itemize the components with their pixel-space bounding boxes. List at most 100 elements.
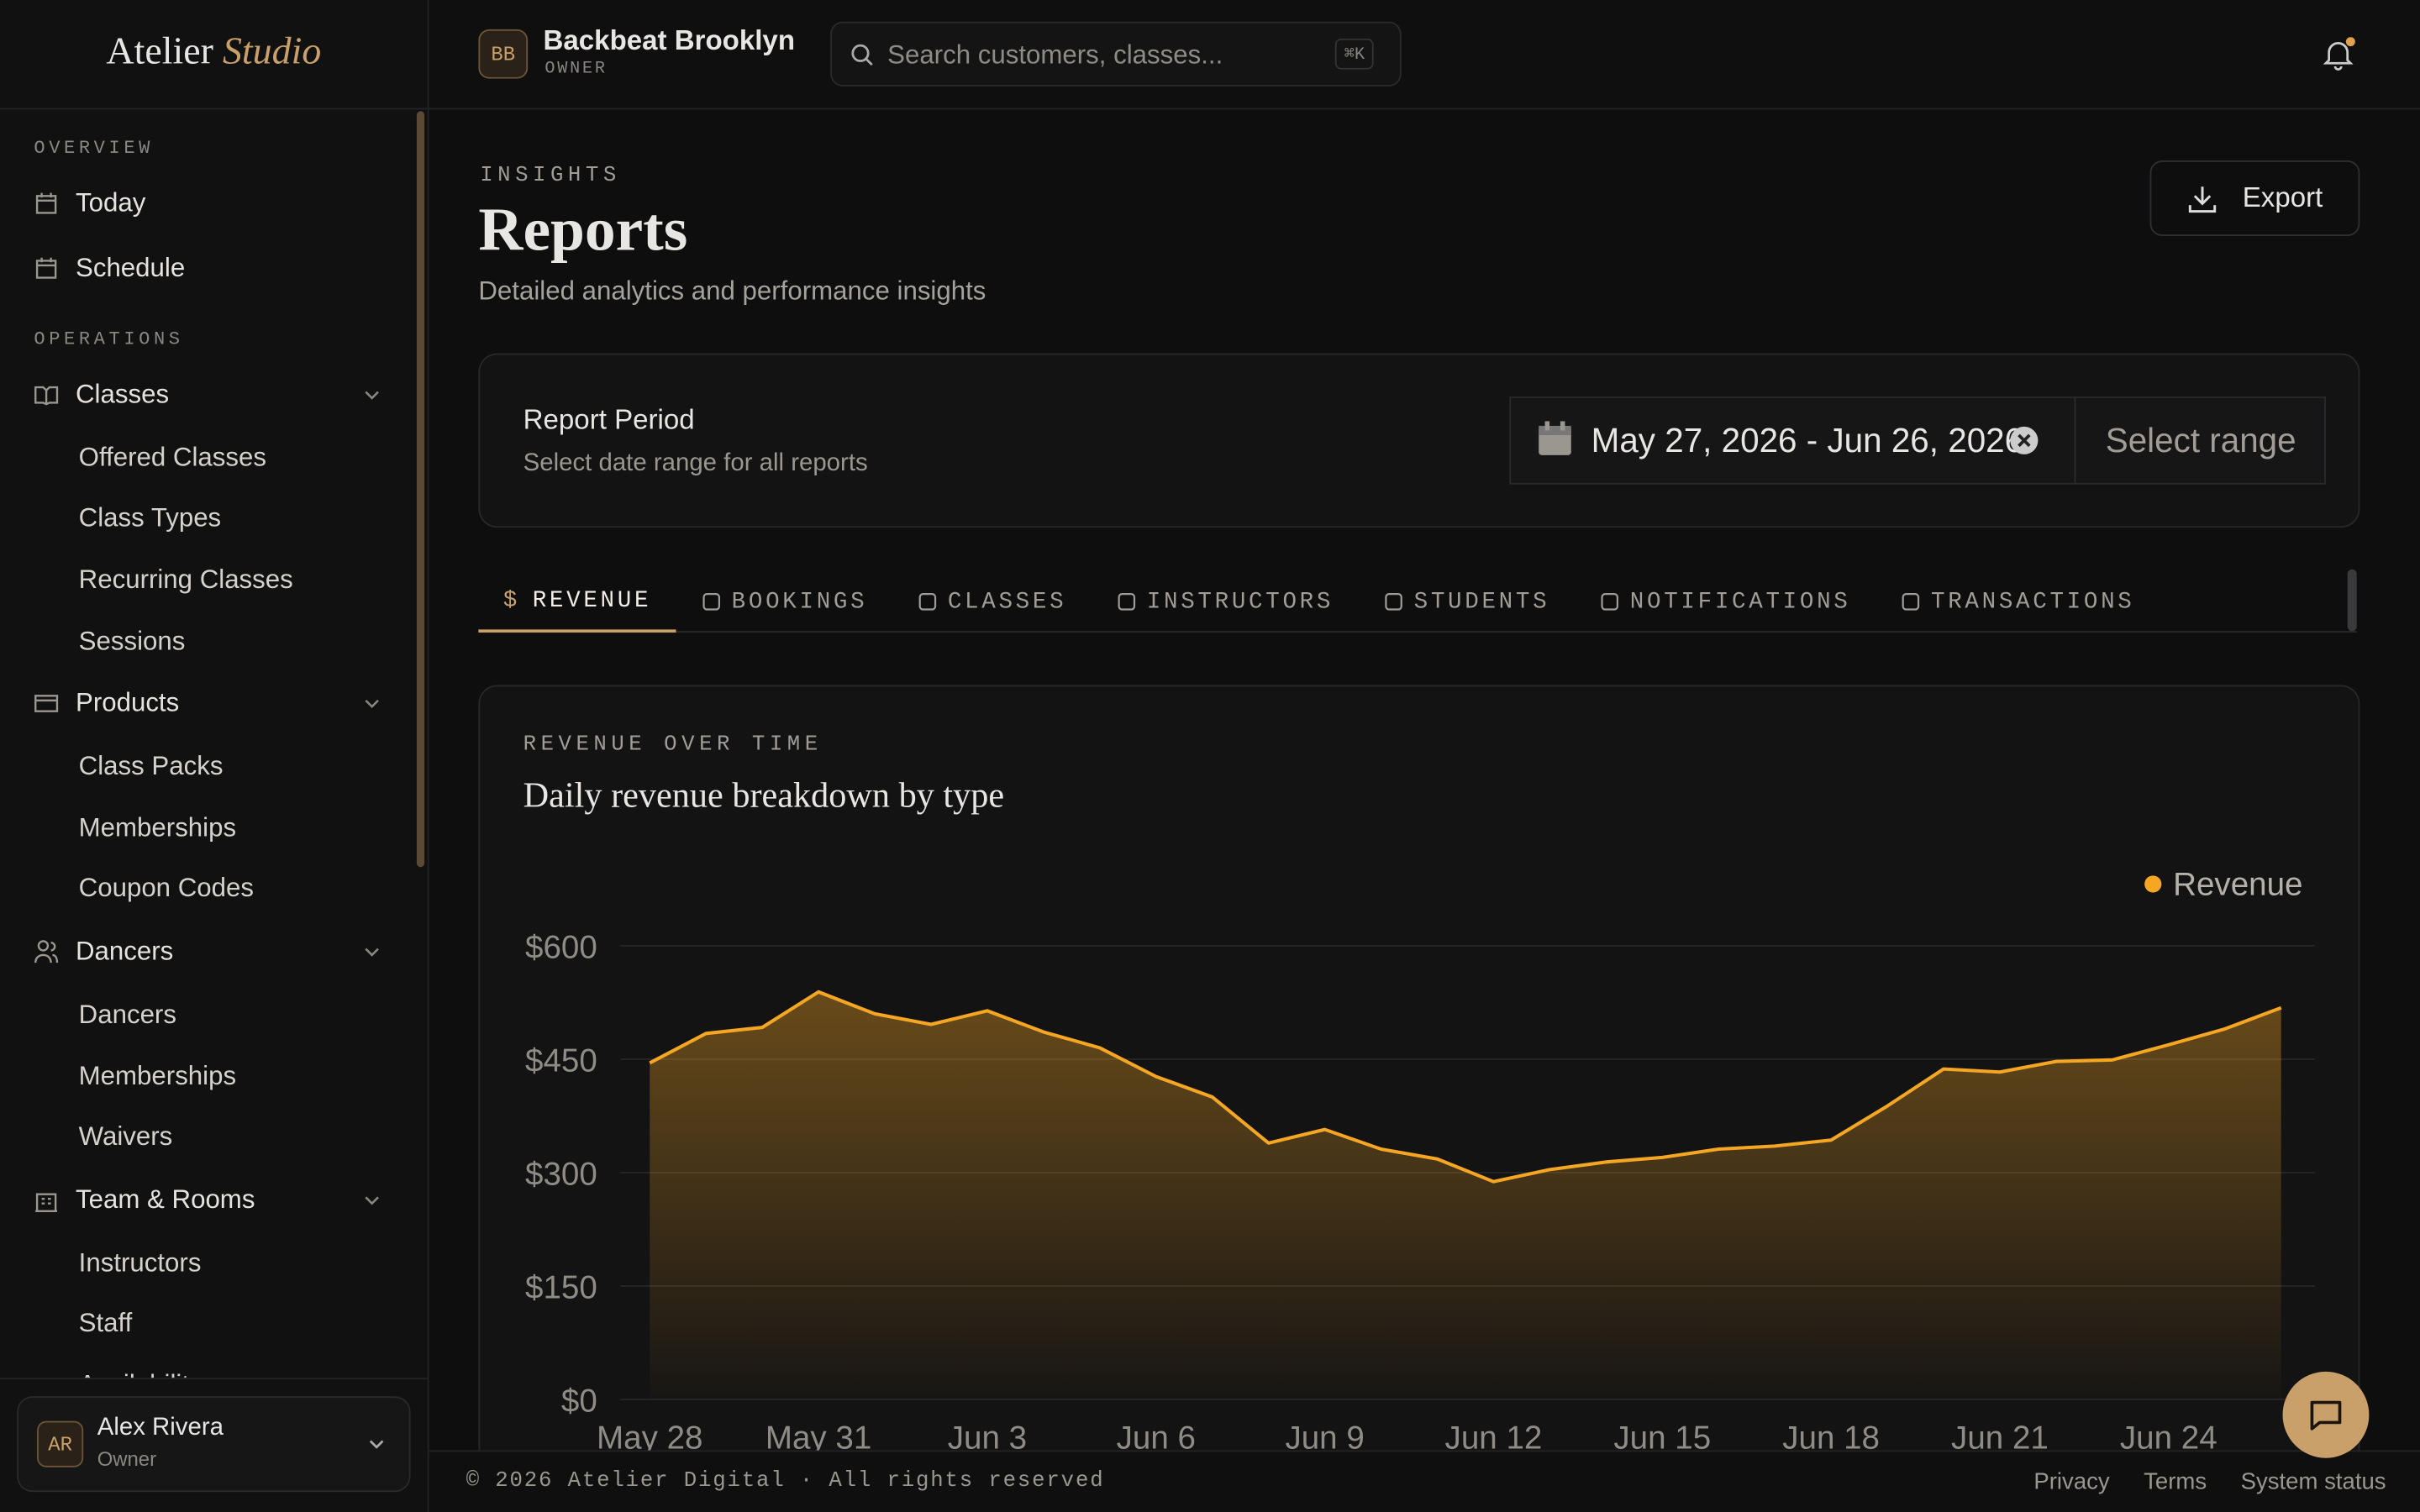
x-tick-label: Jun 12 bbox=[1445, 1420, 1543, 1451]
nav-subitem[interactable]: Memberships bbox=[78, 1060, 237, 1090]
tab-icon bbox=[1385, 593, 1403, 611]
nav-subitem[interactable]: Coupon Codes bbox=[78, 874, 254, 904]
tab[interactable]: $ REVENUE bbox=[478, 572, 676, 633]
x-tick-label: Jun 3 bbox=[948, 1420, 1027, 1451]
x-tick-label: Jun 15 bbox=[1613, 1420, 1711, 1451]
legend-swatch bbox=[2144, 875, 2162, 893]
date-range[interactable]: May 27, 2026 - Jun 26, 2026 Select range bbox=[1509, 396, 2326, 485]
nav-subitem[interactable]: Staff bbox=[78, 1309, 133, 1339]
page-title: Reports bbox=[478, 194, 688, 265]
tab-icon bbox=[1118, 593, 1136, 611]
x-tick-label: Jun 18 bbox=[1782, 1420, 1880, 1451]
chat-button[interactable] bbox=[2282, 1371, 2370, 1458]
nav-item[interactable]: Schedule bbox=[0, 236, 413, 301]
nav-heading: OPERATIONS bbox=[34, 328, 184, 350]
footer-link[interactable]: Terms bbox=[2144, 1468, 2207, 1495]
nav-subitem[interactable]: Recurring Classes bbox=[78, 564, 293, 595]
chevron-path bbox=[365, 1196, 379, 1205]
tab[interactable]: CLASSES bbox=[917, 589, 1066, 615]
chevron-path bbox=[365, 948, 379, 958]
nav-label: Team & Rooms bbox=[76, 1184, 255, 1215]
brand: Atelier Studio bbox=[0, 31, 428, 74]
footer-links: Privacy Terms System status bbox=[2033, 1469, 2420, 1495]
download-icon bbox=[2188, 186, 2217, 213]
tab-label: REVENUE bbox=[532, 586, 652, 614]
nav-item[interactable]: Team & Rooms bbox=[0, 1168, 413, 1232]
line bbox=[649, 990, 2282, 1184]
studio-role: OWNER bbox=[544, 60, 608, 79]
export-button[interactable]: Export bbox=[2149, 160, 2360, 237]
date-range-text: May 27, 2026 - Jun 26, 2026 bbox=[1591, 421, 2024, 460]
tab-label: CLASSES bbox=[947, 588, 1067, 615]
icon bbox=[34, 386, 59, 406]
x-tick-label: Jun 9 bbox=[1285, 1420, 1364, 1451]
icon bbox=[35, 257, 57, 279]
nav-item[interactable]: Today bbox=[0, 171, 413, 236]
nav-item[interactable]: Classes bbox=[0, 363, 413, 428]
tab[interactable]: TRANSACTIONS bbox=[1900, 589, 2134, 615]
tabs: $ REVENUE BOOKINGS CLASSES INSTRUCTORS STUDEN… bbox=[478, 572, 2357, 633]
nav-subitem[interactable]: Memberships bbox=[78, 812, 237, 843]
nav-item[interactable]: Products bbox=[0, 672, 413, 737]
tab-label: TRANSACTIONS bbox=[1931, 588, 2135, 615]
tab[interactable]: BOOKINGS bbox=[701, 589, 867, 615]
chevron bbox=[365, 700, 379, 709]
x-tick-label: Jun 21 bbox=[1951, 1420, 2049, 1451]
nav-subitem[interactable]: Waivers bbox=[78, 1121, 173, 1152]
notifications[interactable] bbox=[2321, 37, 2355, 71]
select-range[interactable]: Select range bbox=[2074, 397, 2326, 483]
shortcut: ⌘K bbox=[1334, 38, 1375, 70]
icon-path bbox=[34, 695, 59, 713]
tab[interactable]: NOTIFICATIONS bbox=[1599, 589, 1850, 615]
nav-subitem[interactable]: Offered Classes bbox=[78, 442, 266, 472]
footer-link[interactable]: System status bbox=[2240, 1468, 2386, 1495]
nav-subitem[interactable]: Availability bbox=[0, 1355, 413, 1378]
nav-subitem[interactable]: Class Types bbox=[78, 503, 222, 533]
y-tick-label: $150 bbox=[525, 1270, 597, 1306]
x-tick-label: May 31 bbox=[765, 1420, 871, 1451]
nav-subitem[interactable]: Class Packs bbox=[78, 751, 224, 781]
search[interactable]: Search customers, classes... ⌘K bbox=[830, 21, 1402, 87]
nav-label: Dancers bbox=[76, 937, 174, 967]
icon-path bbox=[35, 257, 57, 279]
copyright: © 2026 Atelier Digital · All rights rese… bbox=[466, 1468, 1105, 1494]
eyebrow: INSIGHTS bbox=[480, 163, 621, 189]
chat-icon bbox=[2310, 1400, 2342, 1431]
clear-button[interactable] bbox=[2009, 426, 2039, 455]
tab[interactable]: STUDENTS bbox=[1383, 589, 1549, 615]
chart-kicker: REVENUE OVER TIME bbox=[523, 732, 823, 758]
main: INSIGHTS Reports Detailed analytics and … bbox=[429, 109, 2420, 1451]
scrollbar bbox=[416, 111, 425, 868]
nav-label: Schedule bbox=[76, 253, 186, 283]
chart: $0 $150 $300 $450 $600 May 28 May 31 Jun 3 Jun 6… bbox=[525, 866, 2316, 1451]
footer-link[interactable]: Privacy bbox=[2033, 1468, 2110, 1495]
period-card: Report Period Select date range for all … bbox=[478, 353, 2360, 528]
tabs-scrollbar bbox=[2347, 569, 2357, 632]
nav-subitem[interactable]: Instructors bbox=[78, 1247, 202, 1278]
tab-icon-shape bbox=[918, 593, 937, 611]
tab-icon-shape bbox=[1902, 593, 1920, 611]
period-subtitle: Select date range for all reports bbox=[523, 450, 868, 477]
user-menu[interactable]: AR Alex Rivera Owner bbox=[17, 1396, 411, 1493]
tab[interactable]: INSTRUCTORS bbox=[1116, 589, 1334, 615]
user-name: Alex Rivera bbox=[97, 1415, 224, 1441]
nav-heading: OVERVIEW bbox=[34, 137, 154, 160]
nav-item[interactable]: Dancers bbox=[0, 920, 413, 984]
nav-subitem[interactable]: Dancers bbox=[78, 1000, 176, 1030]
studio-name[interactable]: Backbeat Brooklyn bbox=[543, 24, 796, 56]
tab-icon-shape bbox=[1385, 593, 1403, 611]
chevron bbox=[365, 391, 379, 400]
x-tick-label: Jun 24 bbox=[2120, 1420, 2217, 1451]
tab-label: NOTIFICATIONS bbox=[1629, 588, 1851, 615]
export-label: Export bbox=[2242, 181, 2323, 213]
y-tick-label: $450 bbox=[525, 1043, 597, 1079]
icon-path bbox=[35, 1193, 57, 1212]
tab-icon bbox=[702, 593, 721, 611]
chevron bbox=[365, 1196, 379, 1205]
nav-subitem[interactable]: Sessions bbox=[78, 625, 186, 655]
calendar-icon bbox=[1539, 421, 1571, 455]
chevron bbox=[369, 1440, 384, 1449]
